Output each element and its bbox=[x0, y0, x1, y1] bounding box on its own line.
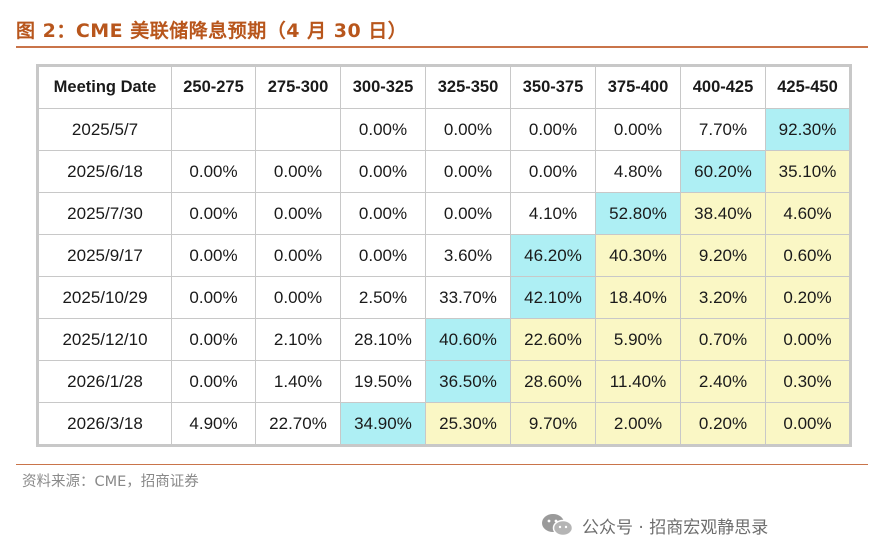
probability-cell: 0.00% bbox=[765, 402, 850, 445]
probability-cell: 3.20% bbox=[680, 276, 766, 319]
probability-cell: 0.00% bbox=[255, 276, 341, 319]
probability-cell: 0.00% bbox=[765, 318, 850, 361]
table-row: 2025/9/17 0.00% 0.00% 0.00% 3.60% 46.20% 40.30… bbox=[38, 234, 850, 277]
table-row: 2025/7/30 0.00% 0.00% 0.00% 0.00% 4.10% 52.80%… bbox=[38, 192, 850, 235]
probability-cell: 0.70% bbox=[680, 318, 766, 361]
probability-cell: 4.80% bbox=[595, 150, 681, 193]
meeting-date-cell: 2025/6/18 bbox=[38, 150, 172, 193]
probability-cell: 7.70% bbox=[680, 108, 766, 151]
probability-cell: 0.00% bbox=[255, 234, 341, 277]
header-rate-range: 275-300 bbox=[255, 66, 341, 109]
header-rate-range: 375-400 bbox=[595, 66, 681, 109]
probability-cell: 0.00% bbox=[510, 150, 596, 193]
probability-cell: 0.00% bbox=[340, 150, 426, 193]
probability-cell: 0.00% bbox=[340, 234, 426, 277]
probability-cell: 0.00% bbox=[171, 276, 256, 319]
probability-cell: 33.70% bbox=[425, 276, 511, 319]
probability-cell: 42.10% bbox=[510, 276, 596, 319]
probability-cell: 0.00% bbox=[255, 150, 341, 193]
meeting-date-cell: 2025/10/29 bbox=[38, 276, 172, 319]
meeting-date-cell: 2025/5/7 bbox=[38, 108, 172, 151]
table-row: 2025/10/29 0.00% 0.00% 2.50% 33.70% 42.10% 18.… bbox=[38, 276, 850, 319]
probability-cell: 0.00% bbox=[425, 150, 511, 193]
probability-cell: 0.00% bbox=[425, 192, 511, 235]
probability-cell: 34.90% bbox=[340, 402, 426, 445]
probability-cell: 11.40% bbox=[595, 360, 681, 403]
probability-cell: 2.00% bbox=[595, 402, 681, 445]
probability-cell: 38.40% bbox=[680, 192, 766, 235]
probability-cell: 0.00% bbox=[255, 192, 341, 235]
header-rate-range: 425-450 bbox=[765, 66, 850, 109]
probability-cell: 46.20% bbox=[510, 234, 596, 277]
probability-cell: 0.00% bbox=[340, 108, 426, 151]
probability-cell: 2.10% bbox=[255, 318, 341, 361]
meeting-date-cell: 2026/3/18 bbox=[38, 402, 172, 445]
watermark: 公众号 · 招商宏观静思录 bbox=[540, 510, 768, 540]
probability-cell: 3.60% bbox=[425, 234, 511, 277]
figure-title: 图 2：CME 美联储降息预期（4 月 30 日） bbox=[16, 20, 408, 42]
probability-cell: 9.70% bbox=[510, 402, 596, 445]
header-rate-range: 300-325 bbox=[340, 66, 426, 109]
probability-cell: 2.50% bbox=[340, 276, 426, 319]
probability-cell bbox=[171, 108, 256, 151]
table-row: 2026/3/18 4.90% 22.70% 34.90% 25.30% 9.70% 2.0… bbox=[38, 402, 850, 445]
table-header-row: Meeting Date 250-275 275-300 300-325 325-350… bbox=[38, 66, 850, 109]
probability-cell: 0.20% bbox=[765, 276, 850, 319]
probability-cell: 52.80% bbox=[595, 192, 681, 235]
probability-cell: 0.20% bbox=[680, 402, 766, 445]
probability-cell: 40.60% bbox=[425, 318, 511, 361]
probability-cell: 2.40% bbox=[680, 360, 766, 403]
table-row: 2026/1/28 0.00% 1.40% 19.50% 36.50% 28.60% 11.… bbox=[38, 360, 850, 403]
header-rate-range: 325-350 bbox=[425, 66, 511, 109]
table-row: 2025/5/7 0.00% 0.00% 0.00% 0.00% 7.70% 92.30% bbox=[38, 108, 850, 151]
source-note: 资料来源：CME，招商证券 bbox=[22, 474, 199, 490]
probability-cell: 5.90% bbox=[595, 318, 681, 361]
table-row: 2025/6/18 0.00% 0.00% 0.00% 0.00% 0.00% 4.80% 6… bbox=[38, 150, 850, 193]
probability-cell: 36.50% bbox=[425, 360, 511, 403]
title-divider bbox=[16, 46, 868, 48]
probability-cell: 19.50% bbox=[340, 360, 426, 403]
probability-cell: 18.40% bbox=[595, 276, 681, 319]
table-row: 2025/12/10 0.00% 2.10% 28.10% 40.60% 22.60% 5.… bbox=[38, 318, 850, 361]
probability-cell: 35.10% bbox=[765, 150, 850, 193]
probability-cell: 0.00% bbox=[595, 108, 681, 151]
probability-cell: 0.00% bbox=[510, 108, 596, 151]
wechat-icon bbox=[542, 514, 574, 537]
header-rate-range: 400-425 bbox=[680, 66, 766, 109]
probability-cell: 4.90% bbox=[171, 402, 256, 445]
probability-cell: 28.10% bbox=[340, 318, 426, 361]
probability-cell: 22.70% bbox=[255, 402, 341, 445]
header-rate-range: 250-275 bbox=[171, 66, 256, 109]
probability-cell: 0.00% bbox=[171, 360, 256, 403]
meeting-date-cell: 2025/7/30 bbox=[38, 192, 172, 235]
probability-cell: 28.60% bbox=[510, 360, 596, 403]
probability-cell: 0.00% bbox=[171, 192, 256, 235]
probability-cell: 0.60% bbox=[765, 234, 850, 277]
meeting-date-cell: 2025/12/10 bbox=[38, 318, 172, 361]
probability-cell: 1.40% bbox=[255, 360, 341, 403]
probability-cell: 0.00% bbox=[171, 318, 256, 361]
probability-cell: 0.00% bbox=[340, 192, 426, 235]
rate-probability-table: Meeting Date 250-275 275-300 300-325 325-350… bbox=[36, 64, 852, 447]
probability-cell: 9.20% bbox=[680, 234, 766, 277]
probability-cell bbox=[255, 108, 341, 151]
watermark-text: 公众号 · 招商宏观静思录 bbox=[582, 517, 769, 538]
meeting-date-cell: 2025/9/17 bbox=[38, 234, 172, 277]
probability-cell: 60.20% bbox=[680, 150, 766, 193]
probability-cell: 22.60% bbox=[510, 318, 596, 361]
footer-divider bbox=[16, 464, 868, 465]
header-rate-range: 350-375 bbox=[510, 66, 596, 109]
probability-cell: 25.30% bbox=[425, 402, 511, 445]
probability-cell: 0.00% bbox=[425, 108, 511, 151]
header-meeting-date: Meeting Date bbox=[38, 66, 172, 109]
meeting-date-cell: 2026/1/28 bbox=[38, 360, 172, 403]
probability-cell: 40.30% bbox=[595, 234, 681, 277]
probability-cell: 0.00% bbox=[171, 150, 256, 193]
probability-cell: 0.00% bbox=[171, 234, 256, 277]
probability-cell: 4.60% bbox=[765, 192, 850, 235]
probability-cell: 4.10% bbox=[510, 192, 596, 235]
probability-cell: 0.30% bbox=[765, 360, 850, 403]
probability-cell: 92.30% bbox=[765, 108, 850, 151]
